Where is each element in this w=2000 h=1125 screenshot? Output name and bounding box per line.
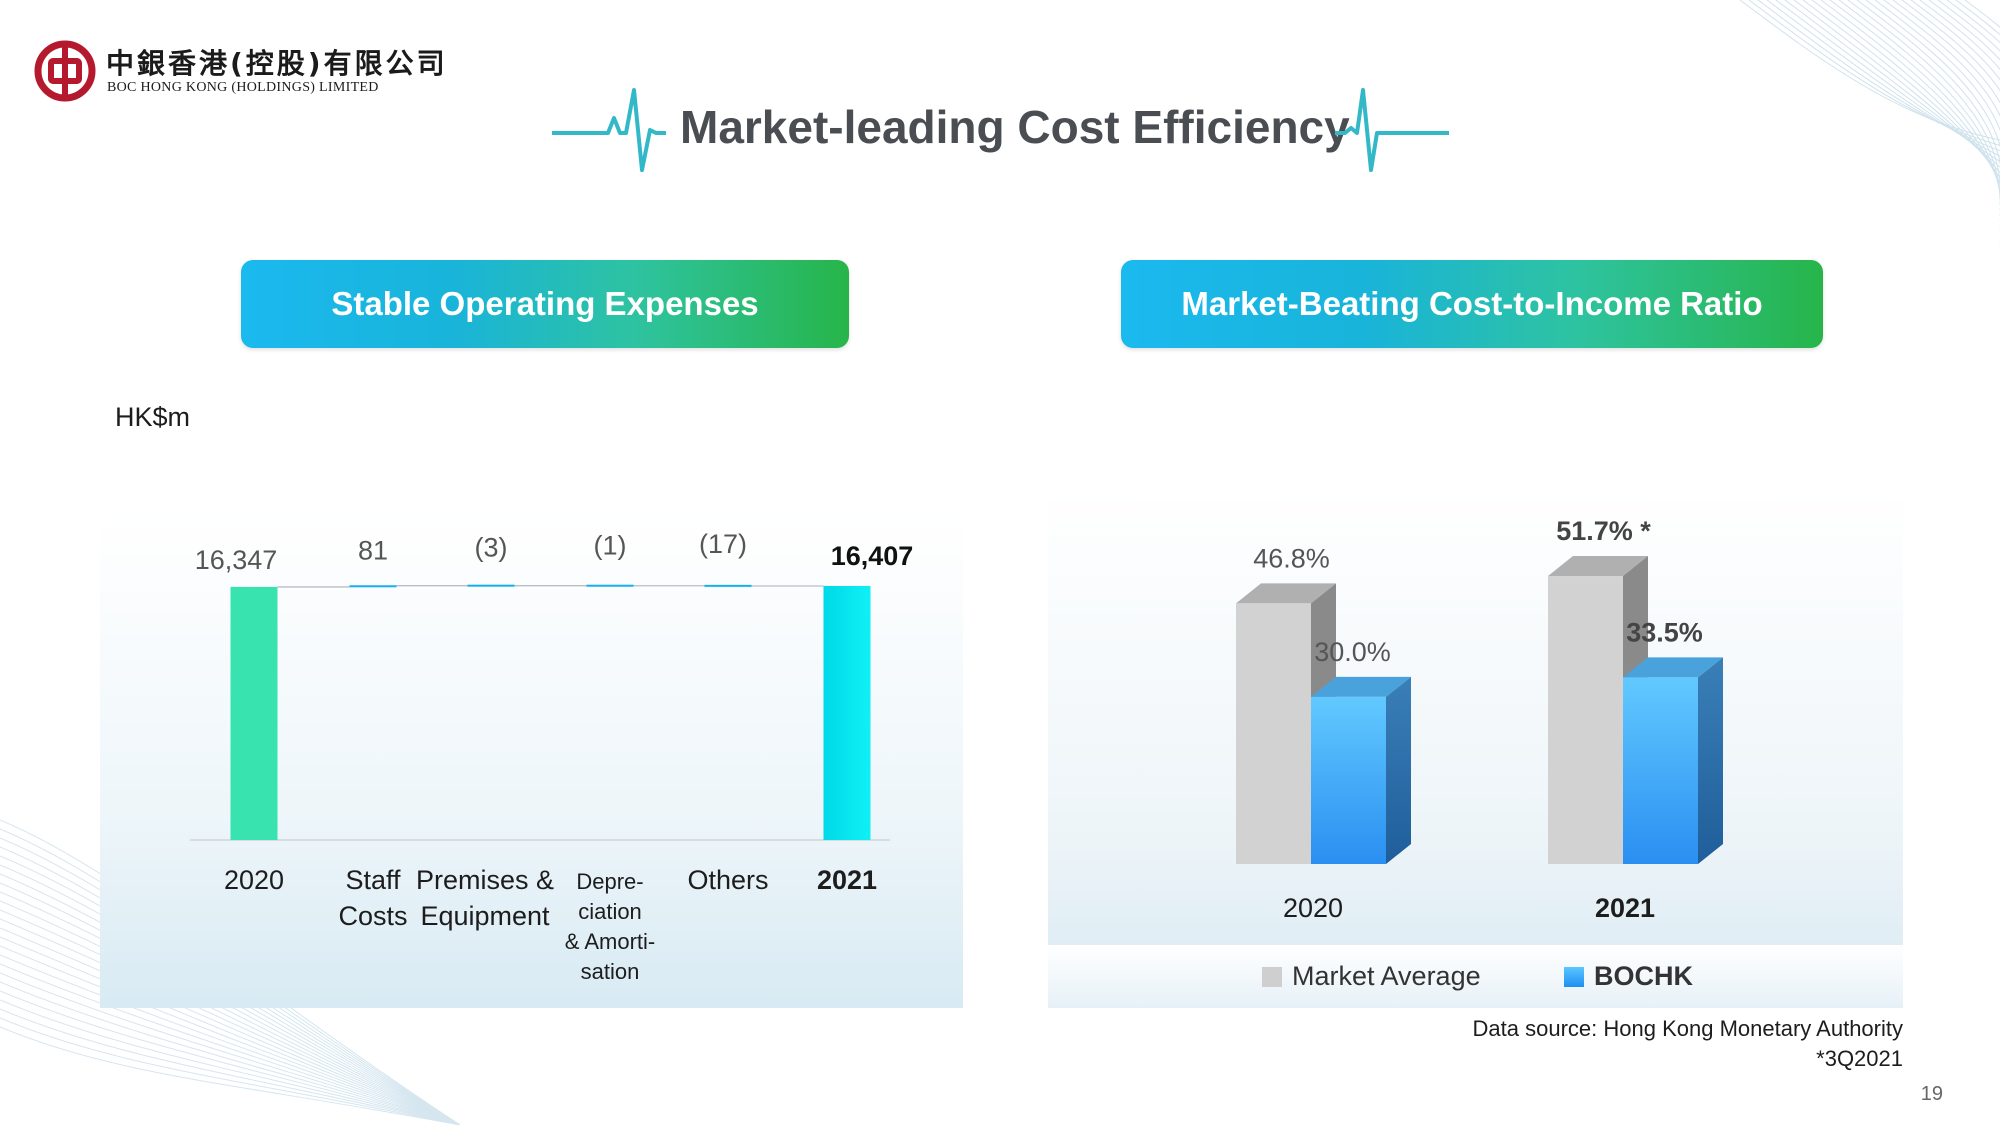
category-label: Others bbox=[687, 865, 768, 895]
bar-front-face bbox=[1548, 576, 1623, 864]
bar-side-face bbox=[1698, 657, 1723, 864]
logo-chinese-name: 中銀香港(控股)有限公司 bbox=[106, 47, 448, 80]
data-label: 46.8% bbox=[1253, 543, 1330, 573]
heartbeat-right-icon bbox=[1335, 88, 1449, 172]
footnote-text: *3Q2021 bbox=[1816, 1046, 1903, 1071]
legend-label-market-average: Market Average bbox=[1292, 961, 1481, 991]
bar-top-face bbox=[1236, 583, 1336, 604]
logo-english-name: BOC HONG KONG (HOLDINGS) LIMITED bbox=[107, 80, 379, 95]
category-label: 2020 bbox=[224, 865, 284, 895]
legend-swatch-market-average bbox=[1262, 966, 1282, 987]
legend-item-bochk: BOCHK bbox=[1564, 961, 1693, 992]
heartbeat-left-icon bbox=[552, 88, 666, 172]
waterfall-bar bbox=[704, 584, 752, 587]
category-label: & Amorti- bbox=[565, 929, 655, 954]
section-heading-cost-income-ratio: Market-Beating Cost-to-Income Ratio bbox=[1121, 260, 1823, 348]
category-label: 2021 bbox=[817, 865, 877, 895]
legend-label-bochk: BOCHK bbox=[1594, 961, 1693, 991]
waterfall-bar bbox=[467, 584, 515, 587]
waterfall-bar bbox=[823, 585, 871, 840]
waterfall-bar bbox=[349, 585, 397, 588]
bar-top-face bbox=[1548, 556, 1648, 577]
data-label: 30.0% bbox=[1314, 637, 1391, 667]
data-label: (17) bbox=[699, 529, 747, 559]
boc-logo-icon bbox=[34, 40, 96, 102]
bar-front-face bbox=[1311, 696, 1386, 864]
waterfall-bar bbox=[230, 586, 278, 840]
data-label: 81 bbox=[358, 535, 388, 565]
bar-front-face bbox=[1623, 677, 1698, 864]
bar-top-face bbox=[1623, 657, 1723, 678]
data-label: (1) bbox=[594, 531, 627, 561]
company-logo: 中銀香港(控股)有限公司 BOC HONG KONG (HOLDINGS) LI… bbox=[34, 38, 445, 104]
page-title: Market-leading Cost Efficiency bbox=[680, 101, 1350, 153]
bar-top-face bbox=[1311, 676, 1411, 697]
category-label: Equipment bbox=[420, 901, 550, 931]
data-label: (3) bbox=[475, 533, 508, 563]
waterfall-bar bbox=[586, 584, 634, 587]
category-label: Staff bbox=[345, 865, 401, 895]
page-number: 19 bbox=[1920, 1083, 1943, 1105]
category-label: Premises & bbox=[416, 865, 554, 895]
category-label: ciation bbox=[578, 899, 642, 924]
category-label: Depre- bbox=[576, 869, 643, 894]
decorative-lines-top-right bbox=[1739, 0, 2000, 259]
category-label: Costs bbox=[338, 901, 407, 931]
category-label: 2021 bbox=[1595, 893, 1655, 923]
data-source-note: Data source: Hong Kong Monetary Authorit… bbox=[1473, 1014, 1903, 1074]
waterfall-chart: 16,347 81 (3) (1) (17) 16,407 2020 Staff Costs Pr… bbox=[190, 529, 914, 984]
data-label: 16,347 bbox=[195, 545, 278, 575]
legend-item-market-average: Market Average bbox=[1262, 961, 1481, 992]
bar-front-face bbox=[1236, 603, 1311, 864]
data-label: 16,407 bbox=[831, 541, 914, 571]
cost-income-ratio-chart: 46.8% 30.0% 2020 51.7% * 33.5% 2021 bbox=[1236, 516, 1723, 923]
data-source-text: Data source: Hong Kong Monetary Authorit… bbox=[1472, 1016, 1903, 1041]
bar-side-face bbox=[1386, 676, 1411, 864]
unit-label: HK$m bbox=[115, 402, 191, 432]
ratio-chart-panel: 46.8% 30.0% 2020 51.7% * 33.5% 2021 bbox=[1048, 488, 1903, 1008]
data-label: 33.5% bbox=[1626, 617, 1703, 647]
data-label: 51.7% * bbox=[1556, 516, 1651, 546]
chart-legend: Market Average BOCHK bbox=[1048, 945, 1903, 1008]
category-label: sation bbox=[581, 959, 640, 984]
section-heading-operating-expenses: Stable Operating Expenses bbox=[241, 260, 849, 348]
legend-swatch-bochk bbox=[1564, 966, 1584, 987]
waterfall-chart-panel: 16,347 81 (3) (1) (17) 16,407 2020 Staff Costs Pr… bbox=[100, 515, 963, 1008]
category-label: 2020 bbox=[1283, 893, 1343, 923]
